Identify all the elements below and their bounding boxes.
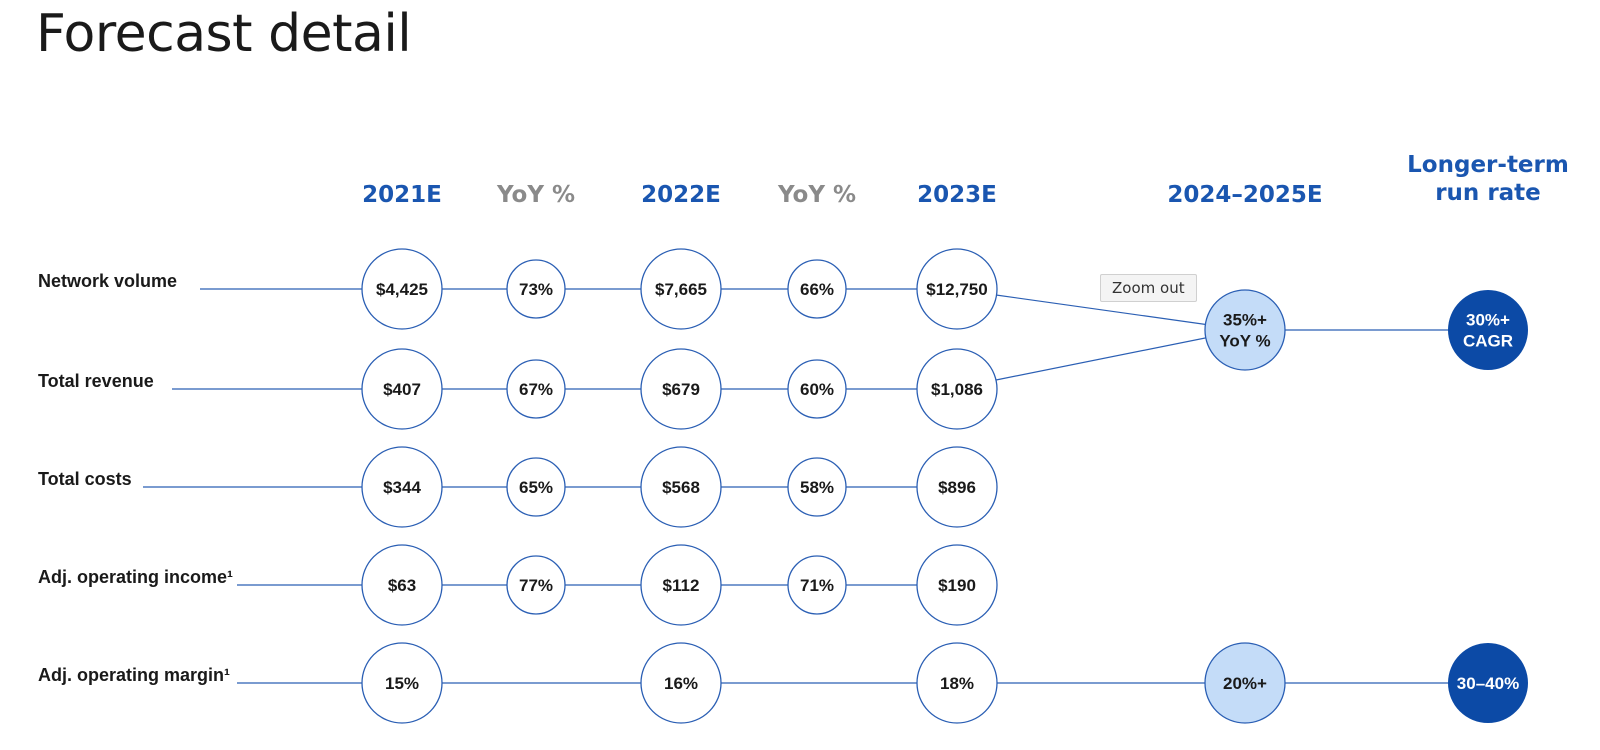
value-label: 18% — [940, 674, 974, 693]
yoy-value: 60% — [800, 380, 834, 399]
value-label: $896 — [938, 478, 976, 497]
row-label: Total revenue — [38, 371, 154, 391]
value-label: $568 — [662, 478, 700, 497]
column-header: YoY % — [777, 182, 856, 208]
value-node — [361, 248, 443, 330]
column-header: 2022E — [641, 182, 721, 208]
value-node — [361, 446, 443, 528]
value-label: $4,425 — [376, 280, 428, 299]
column-header: 2023E — [917, 182, 997, 208]
value-node — [916, 446, 998, 528]
growth-2024-2025-node — [1204, 289, 1286, 371]
value-node — [916, 544, 998, 626]
value-node — [361, 348, 443, 430]
yoy-node — [787, 457, 847, 517]
row-label: Adj. operating margin¹ — [38, 665, 230, 685]
page-title: Forecast detail — [36, 4, 412, 64]
yoy-node — [787, 259, 847, 319]
yoy-value: 73% — [519, 280, 553, 299]
yoy-value: 58% — [800, 478, 834, 497]
yoy-node — [506, 555, 566, 615]
growth-long-term-node — [1448, 290, 1528, 370]
column-header: YoY % — [496, 182, 575, 208]
margin-long-term-label: 30–40% — [1457, 674, 1519, 693]
value-node — [361, 544, 443, 626]
growth-long-term-label: 30%+ CAGR — [1463, 311, 1513, 351]
value-label: $679 — [662, 380, 700, 399]
column-header: 2021E — [362, 182, 442, 208]
value-node — [916, 248, 998, 330]
value-label: $63 — [388, 576, 416, 595]
value-node — [361, 642, 443, 724]
value-label: $7,665 — [655, 280, 707, 299]
yoy-value: 65% — [519, 478, 553, 497]
margin-2024-2025-node — [1204, 642, 1286, 724]
margin-2024-2025-label: 20%+ — [1223, 674, 1267, 693]
column-header: 2024–2025E — [1167, 182, 1322, 208]
value-node — [640, 446, 722, 528]
value-label: $407 — [383, 380, 421, 399]
yoy-node — [506, 457, 566, 517]
margin-long-term-node — [1448, 643, 1528, 723]
value-label: $112 — [663, 576, 700, 595]
yoy-value: 71% — [800, 576, 834, 595]
value-node — [640, 544, 722, 626]
value-node — [640, 248, 722, 330]
yoy-value: 66% — [800, 280, 834, 299]
row-label: Adj. operating income¹ — [38, 567, 233, 587]
value-label: $344 — [383, 478, 421, 497]
row-label: Network volume — [38, 271, 177, 291]
yoy-node — [787, 555, 847, 615]
yoy-value: 67% — [519, 380, 553, 399]
value-label: $190 — [938, 576, 976, 595]
row-label: Total costs — [38, 469, 132, 489]
value-label: $12,750 — [926, 280, 987, 299]
value-node — [916, 348, 998, 430]
value-label: $1,086 — [931, 380, 983, 399]
yoy-value: 77% — [519, 576, 553, 595]
zoom-out-button[interactable]: Zoom out — [1100, 274, 1197, 302]
yoy-node — [506, 359, 566, 419]
column-header: Longer-term run rate — [1407, 152, 1569, 206]
value-node — [916, 642, 998, 724]
yoy-node — [787, 359, 847, 419]
converge-line — [995, 294, 1246, 331]
value-label: 16% — [664, 674, 698, 693]
value-node — [640, 348, 722, 430]
converge-line — [995, 329, 1246, 381]
growth-2024-2025-label: 35%+ YoY % — [1219, 311, 1270, 351]
value-node — [640, 642, 722, 724]
yoy-node — [506, 259, 566, 319]
value-label: 15% — [385, 674, 419, 693]
